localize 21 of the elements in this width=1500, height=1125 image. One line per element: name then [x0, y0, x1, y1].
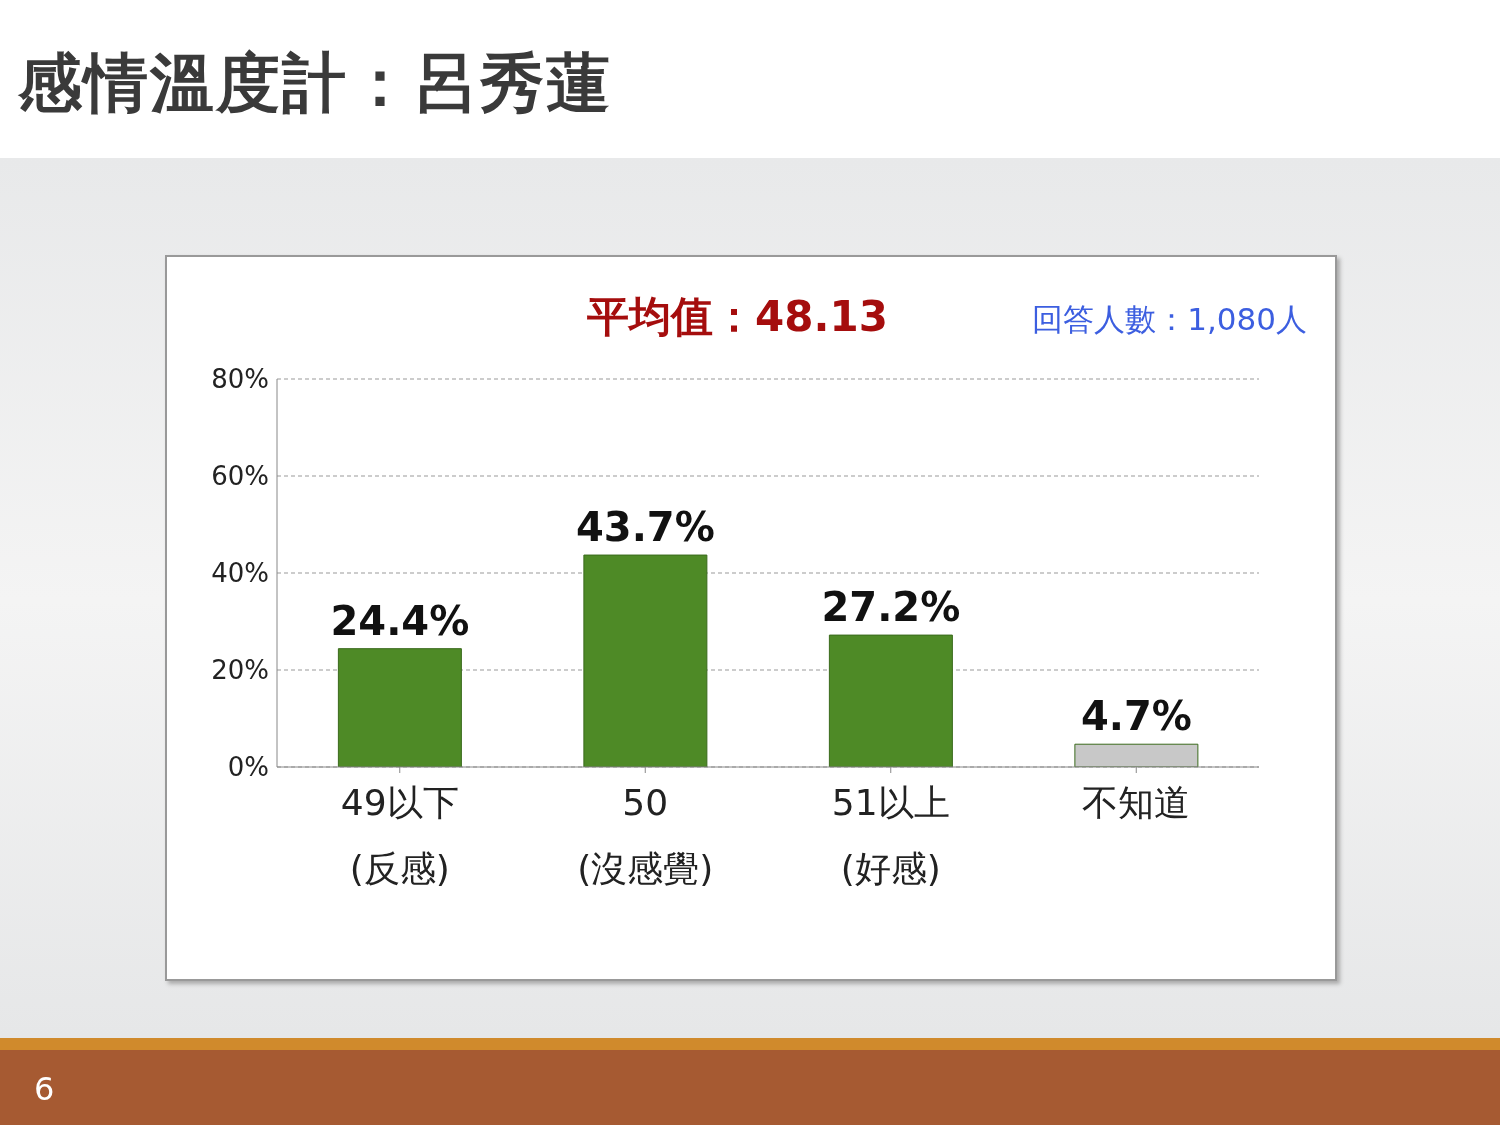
- data-label: 43.7%: [575, 504, 715, 551]
- x-tick-label: 不知道: [1082, 782, 1191, 823]
- data-label: 4.7%: [1080, 693, 1192, 740]
- data-label: 24.4%: [330, 597, 470, 644]
- data-label: 27.2%: [821, 584, 961, 631]
- bar: [1074, 743, 1199, 767]
- y-tick-label: 20%: [211, 655, 269, 686]
- y-tick-label: 60%: [211, 461, 269, 492]
- text: 平均值：48.13: [587, 291, 888, 343]
- x-tick-label: 49以下 (反感): [340, 782, 459, 889]
- chart-title: 感情溫度計：呂秀蓮: [18, 45, 612, 122]
- x-tick-label: 51以上 (好感): [831, 782, 950, 889]
- x-tick-label: 50 (沒感覺): [577, 782, 714, 889]
- bar: [828, 634, 953, 767]
- text: 6: [34, 1070, 55, 1108]
- y-tick-label: 40%: [211, 558, 269, 589]
- y-tick-label: 0%: [227, 752, 269, 783]
- text: 回答人數：1,080人: [1032, 300, 1307, 339]
- bar: [337, 648, 462, 767]
- y-tick-label: 80%: [211, 364, 269, 395]
- bar: [583, 554, 708, 767]
